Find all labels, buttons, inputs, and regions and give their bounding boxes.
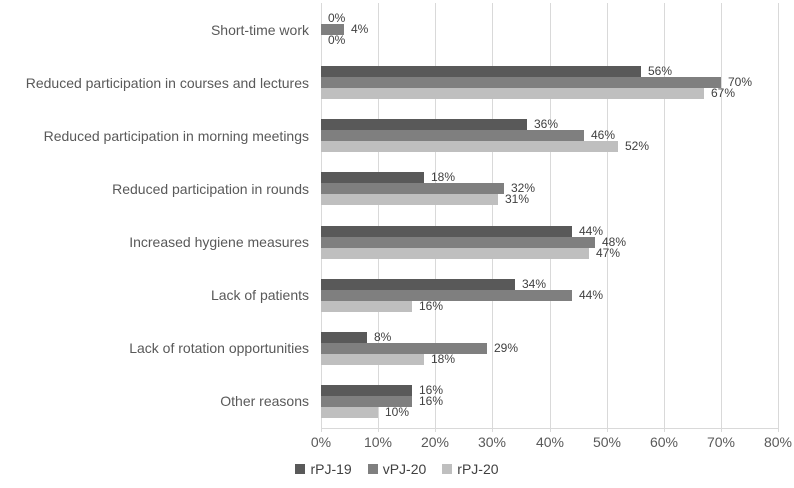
legend-swatch — [442, 464, 453, 474]
gridline — [321, 3, 322, 428]
bar-rPJ-20-7 — [321, 407, 378, 418]
bar-rPJ-20-2 — [321, 141, 618, 152]
gridline — [778, 3, 779, 428]
x-axis-tick-label: 70% — [706, 434, 736, 450]
value-label: 46% — [591, 128, 616, 142]
value-label: 10% — [385, 405, 410, 419]
axis-tickmark — [607, 428, 608, 432]
legend-item-rPJ-19: rPJ-19 — [295, 461, 352, 477]
value-label: 29% — [494, 341, 519, 355]
x-axis-tick-label: 10% — [363, 434, 393, 450]
axis-tickmark — [378, 428, 379, 432]
bar-vPJ-20-2 — [321, 130, 584, 141]
value-label: 16% — [419, 394, 444, 408]
legend-swatch — [367, 464, 378, 474]
legend-swatch — [295, 464, 306, 474]
bar-vPJ-20-5 — [321, 290, 572, 301]
x-axis-tick-label: 20% — [420, 434, 450, 450]
legend-label: vPJ-20 — [382, 461, 427, 477]
value-label: 44% — [579, 288, 604, 302]
value-label: 0% — [328, 11, 346, 25]
value-label: 0% — [328, 33, 346, 47]
value-label: 44% — [579, 224, 604, 238]
gridline — [550, 3, 551, 428]
category-label: Increased hygiene measures — [129, 234, 309, 251]
bar-rPJ-19-5 — [321, 279, 515, 290]
bar-rPJ-19-3 — [321, 172, 424, 183]
axis-tickmark — [321, 428, 322, 432]
category-labels: Short-time work Reduced participation in … — [0, 3, 309, 428]
axis-tickmark — [550, 428, 551, 432]
value-label: 32% — [511, 181, 536, 195]
bar-vPJ-20-6 — [321, 343, 487, 354]
axis-tickmark — [778, 428, 779, 432]
bar-rPJ-19-2 — [321, 119, 527, 130]
value-label: 36% — [534, 117, 559, 131]
bar-rPJ-19-6 — [321, 332, 367, 343]
category-label: Other reasons — [220, 393, 309, 410]
gridline — [378, 3, 379, 428]
value-label: 56% — [648, 64, 673, 78]
gridline — [607, 3, 608, 428]
x-axis-tick-label: 40% — [535, 434, 565, 450]
value-label: 70% — [728, 75, 753, 89]
legend-item-rPJ-20: rPJ-20 — [442, 461, 499, 477]
value-label: 16% — [419, 299, 444, 313]
legend-label: rPJ-20 — [457, 461, 499, 477]
category-label: Lack of patients — [210, 287, 309, 304]
x-axis-tick-label: 60% — [649, 434, 679, 450]
legend-label: rPJ-19 — [310, 461, 352, 477]
bar-rPJ-19-7 — [321, 385, 412, 396]
axis-tickmark — [435, 428, 436, 432]
bar-rPJ-20-5 — [321, 301, 412, 312]
bar-vPJ-20-1 — [321, 77, 721, 88]
x-axis-tick-label: 80% — [763, 434, 793, 450]
value-label: 48% — [602, 235, 627, 249]
axis-tickmark — [492, 428, 493, 432]
axis-tickmark — [664, 428, 665, 432]
legend-item-vPJ-20: vPJ-20 — [367, 461, 427, 477]
bar-rPJ-19-1 — [321, 66, 641, 77]
category-label: Reduced participation in courses and lec… — [25, 74, 309, 91]
category-label: Reduced participation in morning meeting… — [43, 127, 309, 144]
value-label: 47% — [596, 246, 621, 260]
gridline — [492, 3, 493, 428]
bar-rPJ-20-3 — [321, 194, 498, 205]
value-label: 16% — [419, 383, 444, 397]
gridline — [435, 3, 436, 428]
category-label: Reduced participation in rounds — [112, 180, 309, 197]
value-label: 8% — [374, 330, 392, 344]
x-axis-tick-label: 50% — [592, 434, 622, 450]
bar-rPJ-19-4 — [321, 226, 572, 237]
value-label: 18% — [431, 352, 456, 366]
legend: rPJ-19 vPJ-20 rPJ-20 — [0, 461, 794, 477]
bar-rPJ-20-1 — [321, 88, 704, 99]
gridline — [664, 3, 665, 428]
x-axis: 0% 10% 20% 30% 40% 50% 60% 70% 80% — [311, 434, 792, 452]
axis-tickmark — [721, 428, 722, 432]
bar-vPJ-20-3 — [321, 183, 504, 194]
value-label: 18% — [431, 170, 456, 184]
x-axis-tick-label: 0% — [310, 434, 332, 450]
gridline — [721, 3, 722, 428]
value-label: 34% — [522, 277, 547, 291]
plot-area: 0% 4% 0% 56% 70% 67% 36% 46% 52% 18% 32% 31% 44% 48% 4… — [321, 3, 779, 432]
x-axis-tick-label: 30% — [477, 434, 507, 450]
bar-rPJ-20-4 — [321, 248, 589, 259]
value-label: 67% — [711, 86, 736, 100]
bar-vPJ-20-0 — [321, 24, 344, 35]
bar-rPJ-20-6 — [321, 354, 424, 365]
value-label: 31% — [505, 192, 530, 206]
category-label: Lack of rotation opportunities — [129, 340, 309, 357]
bar-vPJ-20-4 — [321, 237, 595, 248]
value-label: 52% — [625, 139, 650, 153]
category-label: Short-time work — [210, 21, 309, 38]
bar-vPJ-20-7 — [321, 396, 412, 407]
value-label: 4% — [351, 22, 369, 36]
